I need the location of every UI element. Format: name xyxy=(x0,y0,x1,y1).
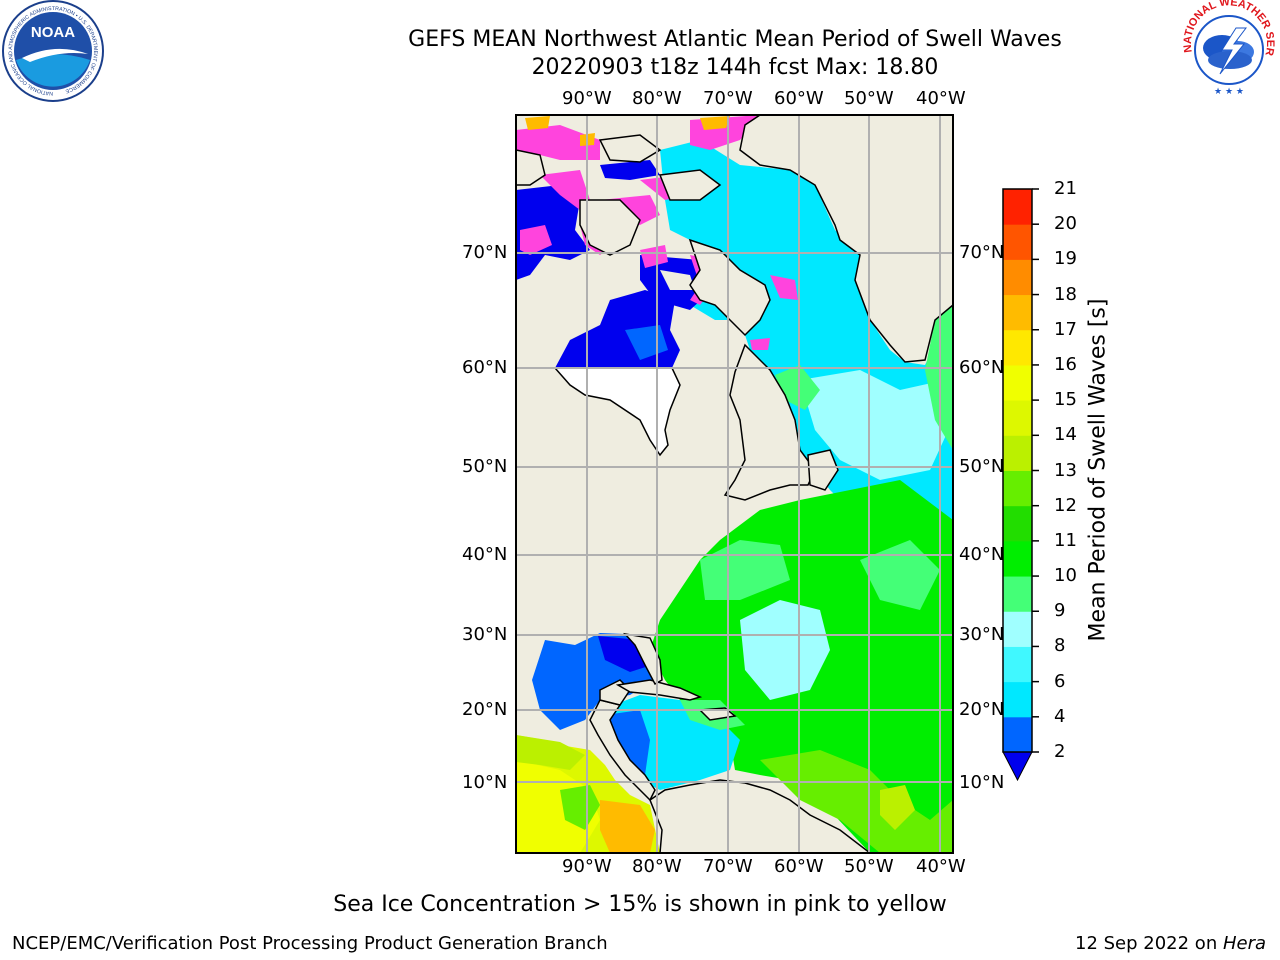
lat-tick-left-30n: 30°N xyxy=(462,624,508,645)
lon-tick-top-90w: 90°W xyxy=(562,88,612,109)
lon-tick-top-40w: 40°W xyxy=(916,88,966,109)
colorbar-cell xyxy=(1003,224,1032,260)
lat-tick-right-20n: 20°N xyxy=(959,699,1005,720)
colorbar-label: Mean Period of Swell Waves [s] xyxy=(1085,298,1111,642)
colorbar-tick-label: 10 xyxy=(1054,565,1077,587)
lat-tick-right-70n: 70°N xyxy=(959,242,1005,263)
footer-host: Hera xyxy=(1222,933,1266,954)
lat-tick-left-40n: 40°N xyxy=(462,544,508,565)
lon-tick-bottom-90w: 90°W xyxy=(562,856,612,877)
sea-ice-caption: Sea Ice Concentration > 15% is shown in … xyxy=(333,892,947,917)
lon-tick-bottom-40w: 40°W xyxy=(916,856,966,877)
lat-tick-left-50n: 50°N xyxy=(462,456,508,477)
colorbar-cell xyxy=(1003,540,1032,577)
lat-tick-left-60n: 60°N xyxy=(462,357,508,378)
lon-tick-bottom-60w: 60°W xyxy=(774,856,824,877)
colorbar-cell xyxy=(1003,505,1032,542)
colorbar-tick-label: 12 xyxy=(1054,494,1077,516)
colorbar-tick-label: 19 xyxy=(1054,248,1077,270)
lat-tick-right-40n: 40°N xyxy=(959,544,1005,565)
colorbar-cell xyxy=(1003,470,1032,507)
colorbar-tick-label: 15 xyxy=(1054,389,1077,411)
colorbar-tick-label: 11 xyxy=(1054,529,1077,551)
colorbar-tick-label: 9 xyxy=(1054,600,1066,622)
colorbar-tick-label: 17 xyxy=(1054,318,1077,340)
colorbar-cell xyxy=(1003,576,1032,612)
svg-text:★ ★ ★: ★ ★ ★ xyxy=(1214,87,1244,97)
noaa-logo-text: NOAA xyxy=(31,24,75,41)
map-subtitle: 20220903 t18z 144h fcst Max: 18.80 xyxy=(531,55,939,80)
map-title: GEFS MEAN Northwest Atlantic Mean Period… xyxy=(408,27,1062,52)
colorbar-cell xyxy=(1003,681,1032,718)
lat-tick-left-70n: 70°N xyxy=(462,242,508,263)
noaa-logo: NOAA NATIONAL OCEANIC AND ATMOSPHERIC AD… xyxy=(2,0,104,102)
colorbar-tick-label: 8 xyxy=(1054,635,1066,657)
colorbar-tick-label: 2 xyxy=(1054,741,1066,762)
footer-date-text: 12 Sep 2022 on xyxy=(1075,933,1223,954)
colorbar-under-triangle xyxy=(1002,751,1033,782)
colorbar-tick-label: 21 xyxy=(1054,178,1077,199)
colorbar-tick-label: 14 xyxy=(1054,424,1077,446)
colorbar-cell xyxy=(1003,364,1032,401)
lon-tick-bottom-80w: 80°W xyxy=(632,856,682,877)
lon-tick-top-60w: 60°W xyxy=(774,88,824,109)
colorbar-cell xyxy=(1003,646,1032,683)
map-frame xyxy=(515,114,954,854)
colorbar-tick-label: 6 xyxy=(1054,670,1066,692)
lat-tick-right-60n: 60°N xyxy=(959,357,1005,378)
lon-tick-top-80w: 80°W xyxy=(632,88,682,109)
colorbar-cells xyxy=(1003,189,1032,753)
colorbar-tick-label: 4 xyxy=(1054,705,1066,727)
colorbar-tick-label: 20 xyxy=(1054,213,1077,235)
colorbar-cell xyxy=(1003,294,1032,331)
lon-tick-bottom-70w: 70°W xyxy=(703,856,753,877)
colorbar-tick-label: 16 xyxy=(1054,353,1077,375)
lat-tick-left-10n: 10°N xyxy=(462,772,508,793)
colorbar-cell xyxy=(1003,329,1032,366)
lat-tick-left-20n: 20°N xyxy=(462,699,508,720)
lon-tick-bottom-50w: 50°W xyxy=(844,856,894,877)
lat-tick-right-50n: 50°N xyxy=(959,456,1005,477)
nws-logo: NATIONAL WEATHER SERVICE ★ ★ ★ xyxy=(1176,0,1277,98)
colorbar-cell xyxy=(1003,189,1032,225)
colorbar-cell xyxy=(1003,716,1032,753)
colorbar-cell xyxy=(1003,259,1032,296)
footer-date: 12 Sep 2022 on Hera xyxy=(1075,933,1266,954)
lat-tick-right-30n: 30°N xyxy=(959,624,1005,645)
lon-tick-top-50w: 50°W xyxy=(844,88,894,109)
map-gridlines xyxy=(516,115,953,853)
colorbar-tick-label: 18 xyxy=(1054,283,1077,305)
colorbar-cell xyxy=(1003,435,1032,471)
coastlines xyxy=(516,115,953,853)
colorbar-cell xyxy=(1003,611,1032,647)
colorbar-cell xyxy=(1003,400,1032,436)
lon-tick-top-70w: 70°W xyxy=(703,88,753,109)
colorbar-tick-label: 13 xyxy=(1054,459,1077,481)
footer-branch: NCEP/EMC/Verification Post Processing Pr… xyxy=(12,933,608,954)
lat-tick-right-10n: 10°N xyxy=(959,772,1005,793)
